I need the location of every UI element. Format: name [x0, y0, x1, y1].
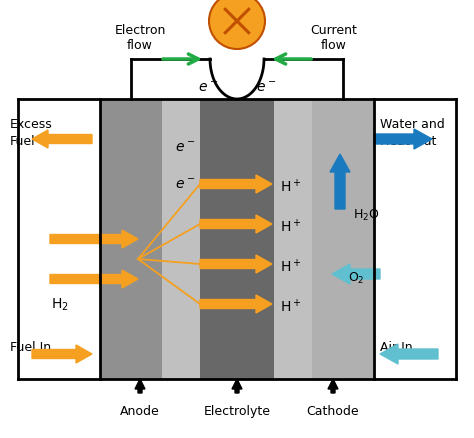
- FancyArrow shape: [380, 344, 438, 364]
- FancyArrow shape: [332, 265, 380, 284]
- Text: $e^-$: $e^-$: [256, 81, 276, 95]
- FancyArrow shape: [200, 176, 272, 194]
- Text: $\mathregular{H^+}$: $\mathregular{H^+}$: [280, 298, 301, 315]
- FancyArrow shape: [200, 295, 272, 313]
- FancyArrow shape: [330, 155, 350, 209]
- FancyArrow shape: [374, 130, 432, 150]
- Text: Water and: Water and: [380, 118, 445, 131]
- FancyArrow shape: [328, 379, 338, 393]
- Text: Heat Out: Heat Out: [380, 135, 437, 148]
- Text: Air In: Air In: [380, 341, 413, 354]
- FancyArrow shape: [50, 230, 138, 248]
- FancyArrow shape: [200, 255, 272, 273]
- Bar: [162, 100, 200, 379]
- FancyArrow shape: [232, 379, 242, 393]
- Bar: [100, 100, 162, 379]
- Bar: [274, 100, 312, 379]
- Text: $\mathregular{H_2}$: $\mathregular{H_2}$: [51, 296, 69, 312]
- Circle shape: [209, 0, 265, 50]
- FancyArrow shape: [32, 345, 92, 363]
- FancyArrow shape: [200, 215, 272, 233]
- Text: $\mathregular{H^+}$: $\mathregular{H^+}$: [280, 258, 301, 275]
- Text: $e^-$: $e^-$: [175, 177, 195, 191]
- Text: $e^-$: $e^-$: [198, 81, 218, 95]
- Text: $\mathregular{H_2O}$: $\mathregular{H_2O}$: [353, 207, 380, 222]
- Text: Fuel: Fuel: [10, 135, 36, 148]
- Text: Excess: Excess: [10, 118, 53, 131]
- Bar: [312, 100, 374, 379]
- Text: $\mathregular{O_2}$: $\mathregular{O_2}$: [348, 270, 365, 285]
- Text: $\mathregular{H^+}$: $\mathregular{H^+}$: [280, 178, 301, 195]
- Bar: [200, 100, 274, 379]
- Text: Electron
flow: Electron flow: [114, 24, 166, 52]
- Text: $\mathregular{H^+}$: $\mathregular{H^+}$: [280, 218, 301, 235]
- FancyArrow shape: [135, 379, 145, 393]
- Text: Load: Load: [219, 0, 255, 15]
- FancyArrow shape: [32, 131, 92, 148]
- Text: Current
flow: Current flow: [310, 24, 357, 52]
- Text: Fuel In: Fuel In: [10, 341, 51, 354]
- Text: Anode: Anode: [120, 405, 160, 417]
- Text: Electrolyte: Electrolyte: [203, 405, 271, 417]
- Text: Cathode: Cathode: [307, 405, 359, 417]
- Text: $e^-$: $e^-$: [175, 141, 195, 155]
- FancyArrow shape: [50, 270, 138, 288]
